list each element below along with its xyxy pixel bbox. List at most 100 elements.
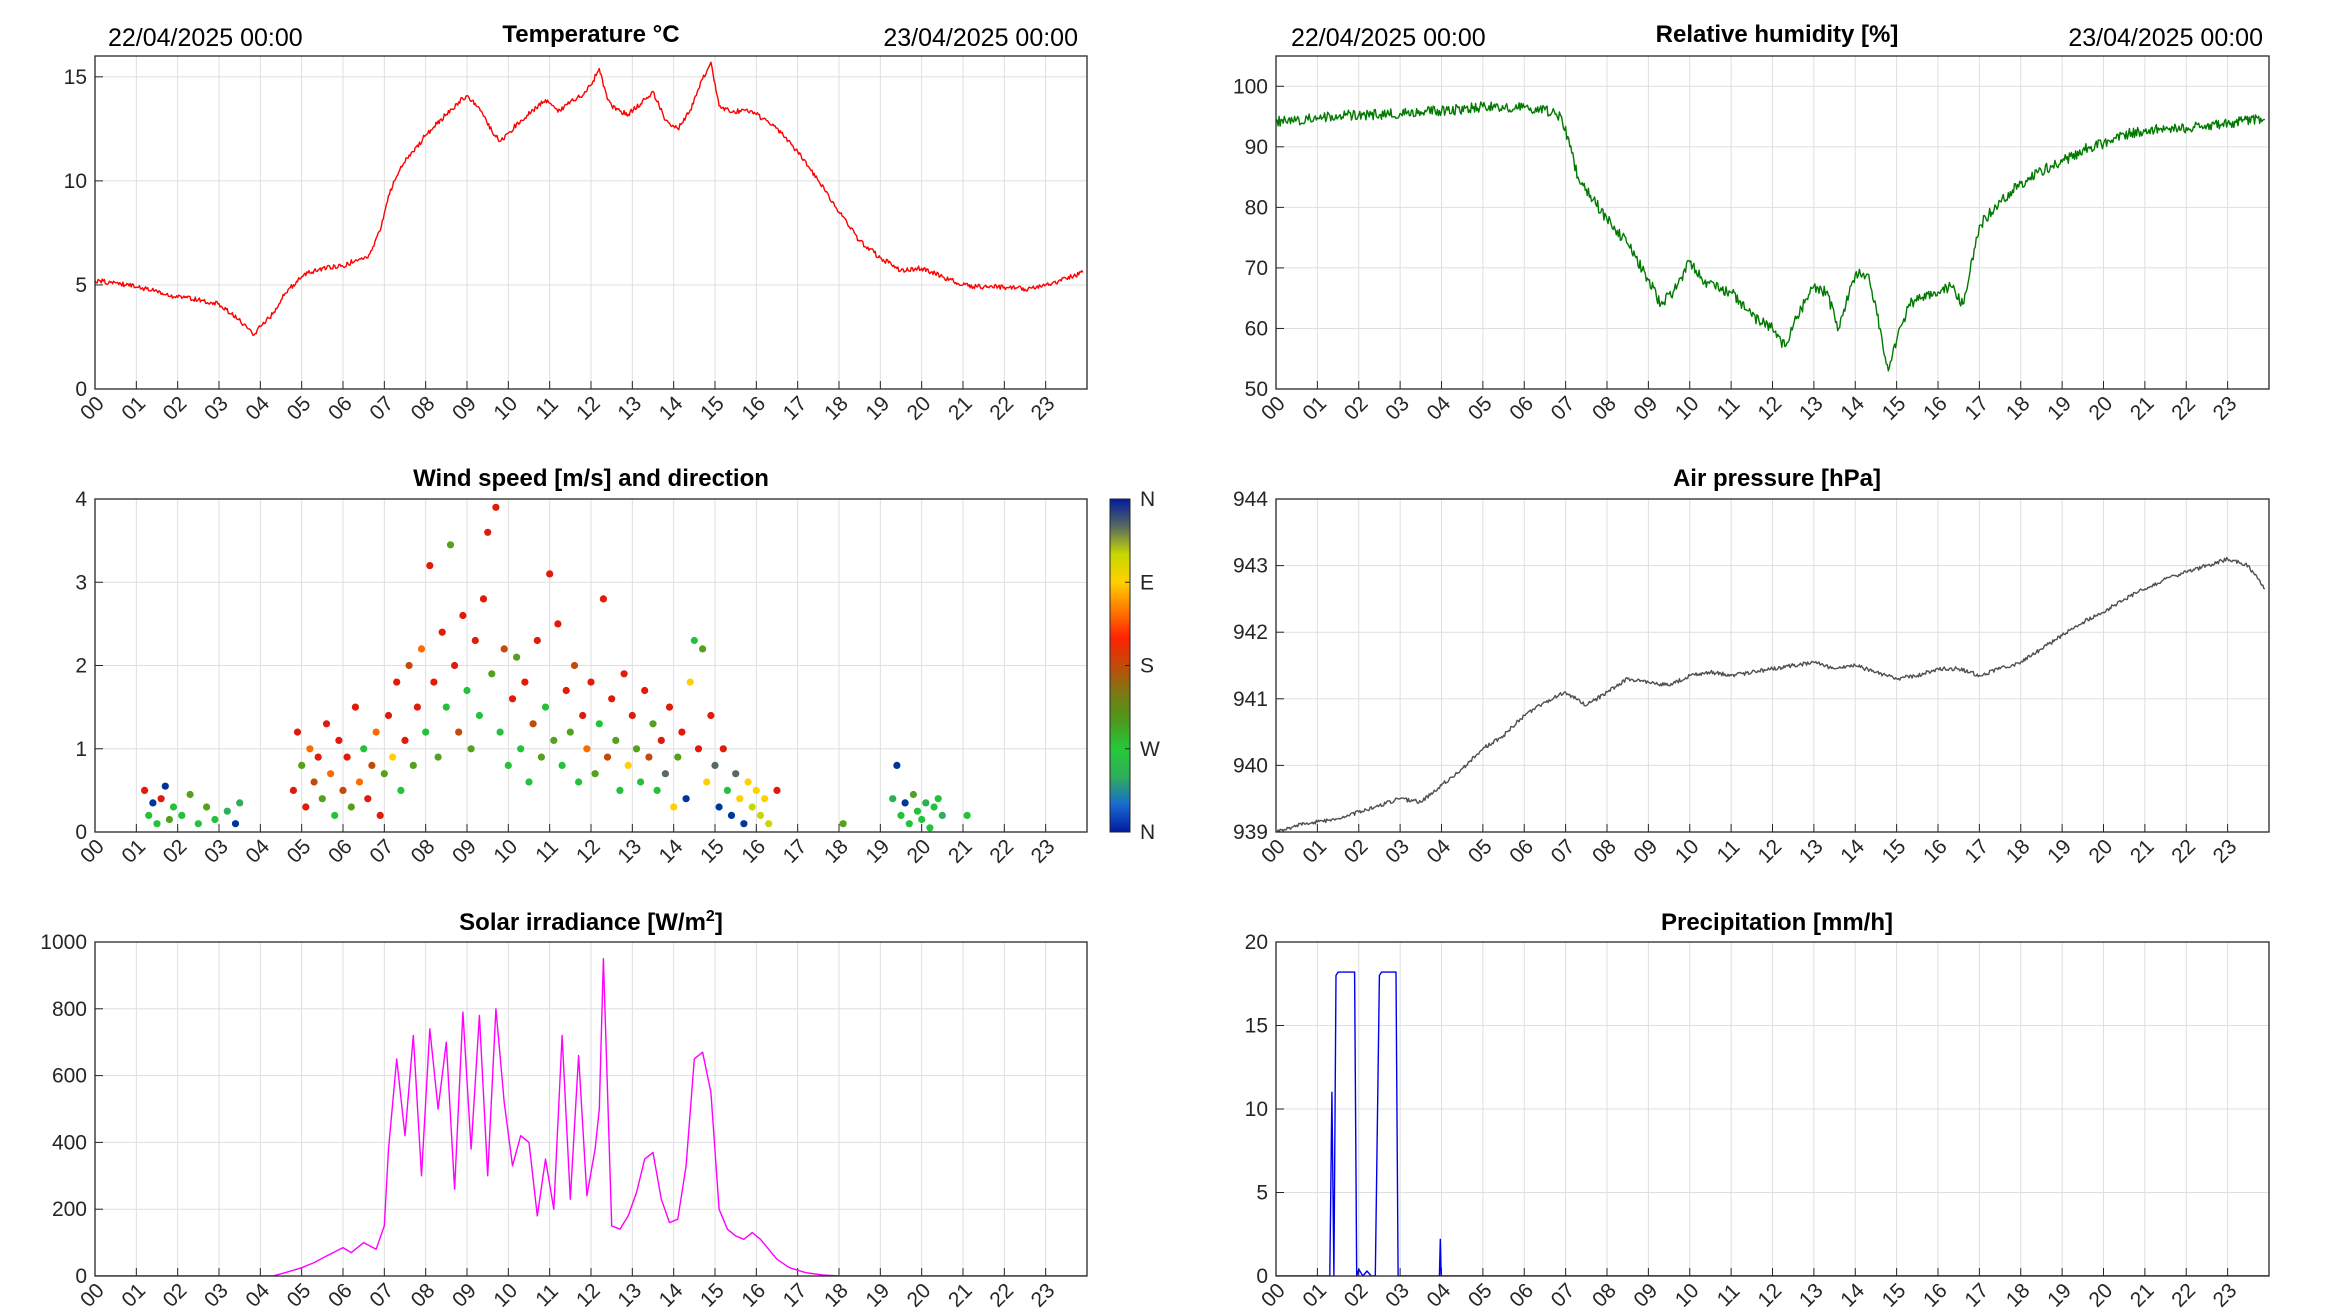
wind-point: [616, 786, 624, 795]
wind-point: [732, 770, 740, 778]
x-tick-label: 08: [407, 392, 440, 425]
x-tick-label: 13: [1795, 835, 1828, 868]
x-tick-label: 01: [1298, 835, 1331, 868]
x-tick-label: 11: [531, 836, 563, 868]
wind-point: [393, 678, 401, 686]
x-tick-label: 02: [159, 1279, 192, 1312]
x-tick-label: 04: [1423, 835, 1456, 868]
x-tick-label: 06: [324, 835, 357, 868]
humidity-chart: 22/04/2025 00:00 23/04/2025 00:00 Relati…: [1233, 21, 2270, 425]
wind-point: [438, 628, 446, 636]
wind-point: [748, 803, 756, 811]
solar-series-line: [95, 958, 1087, 1276]
x-tick-label: 10: [1671, 392, 1704, 425]
wind-point: [562, 686, 570, 695]
wind-point: [897, 811, 905, 820]
wind-point: [471, 636, 479, 645]
solar-axes-frame: [94, 941, 1088, 1277]
wind-point: [913, 807, 922, 815]
x-tick-label: 20: [903, 835, 936, 868]
wind-point: [434, 753, 442, 761]
wind-point: [703, 778, 711, 786]
x-tick-label: 17: [1960, 1279, 1993, 1312]
x-tick-label: 09: [1629, 1279, 1662, 1312]
x-tick-label: 02: [1340, 1279, 1373, 1312]
temperature-start-date: 22/04/2025 00:00: [108, 24, 303, 52]
x-tick-label: 19: [861, 392, 894, 425]
wind-point: [508, 695, 517, 703]
y-tick-label: 1: [75, 738, 87, 761]
x-tick-label: 15: [696, 392, 729, 425]
wind-point: [839, 820, 847, 828]
y-tick-label: 70: [1245, 257, 1268, 280]
x-tick-label: 02: [1340, 392, 1373, 425]
wind-point: [314, 753, 322, 761]
x-tick-label: 11: [1713, 836, 1745, 868]
temperature-series-line: [95, 61, 1084, 337]
x-tick-label: 15: [1878, 835, 1911, 868]
y-tick-label: 939: [1233, 821, 1268, 844]
temperature-axes-frame: [94, 55, 1088, 390]
wind-point: [463, 686, 471, 695]
x-tick-label: 20: [2085, 1279, 2118, 1312]
colorbar-label: N: [1140, 488, 1155, 511]
wind-point: [670, 803, 678, 811]
wind-point: [327, 770, 335, 778]
y-tick-label: 600: [52, 1065, 87, 1088]
x-tick-label: 06: [324, 1279, 357, 1312]
wind-point: [661, 770, 670, 778]
wind-point: [595, 720, 603, 728]
x-tick-label: 14: [655, 392, 688, 425]
x-tick-label: 17: [779, 835, 812, 868]
x-tick-label: 04: [241, 835, 274, 868]
x-tick-label: 15: [1878, 1279, 1911, 1312]
x-tick-label: 14: [1836, 1279, 1869, 1312]
x-tick-label: 19: [861, 835, 894, 868]
y-tick-label: 0: [1256, 1265, 1268, 1288]
wind-point: [653, 786, 661, 795]
wind-point: [203, 803, 211, 811]
x-tick-label: 22: [985, 392, 1018, 425]
solar-chart: Solar irradiance [W/m2] 0200400600800100…: [40, 908, 1088, 1312]
wind-point: [678, 728, 686, 736]
x-tick-label: 21: [944, 835, 977, 868]
wind-point: [422, 728, 430, 736]
x-tick-label: 10: [489, 1279, 522, 1312]
x-tick-label: 17: [1960, 835, 1993, 868]
x-tick-label: 11: [1713, 393, 1745, 425]
wind-point: [719, 745, 727, 753]
x-tick-label: 23: [1027, 1279, 1060, 1312]
x-tick-label: 23: [2209, 392, 2242, 425]
colorbar-label: W: [1140, 738, 1160, 761]
x-tick-label: 22: [2167, 1279, 2200, 1312]
colorbar-label: E: [1140, 571, 1154, 594]
colorbar-label: S: [1140, 655, 1154, 678]
x-tick-label: 12: [1754, 392, 1787, 425]
wind-point: [211, 815, 219, 824]
x-tick-label: 09: [448, 1279, 481, 1312]
wind-point: [537, 753, 546, 761]
wind-point: [641, 686, 649, 695]
y-tick-label: 3: [75, 571, 87, 594]
x-tick-label: 14: [1836, 835, 1869, 868]
x-tick-label: 18: [2002, 1279, 2035, 1312]
wind-point: [723, 786, 732, 795]
wind-point: [446, 541, 455, 549]
wind-point: [331, 811, 339, 820]
x-tick-label: 22: [2167, 835, 2200, 868]
x-tick-label: 01: [117, 392, 150, 425]
wind-point: [161, 782, 169, 790]
wind-point: [178, 811, 186, 820]
x-tick-label: 19: [861, 1279, 894, 1312]
wind-point: [475, 711, 483, 720]
wind-point: [715, 803, 723, 811]
x-tick-label: 12: [572, 1279, 605, 1312]
wind-point: [546, 570, 554, 578]
x-tick-label: 04: [1423, 392, 1456, 425]
wind-point: [690, 636, 698, 645]
wind-point: [417, 645, 426, 653]
wind-point: [401, 736, 409, 745]
